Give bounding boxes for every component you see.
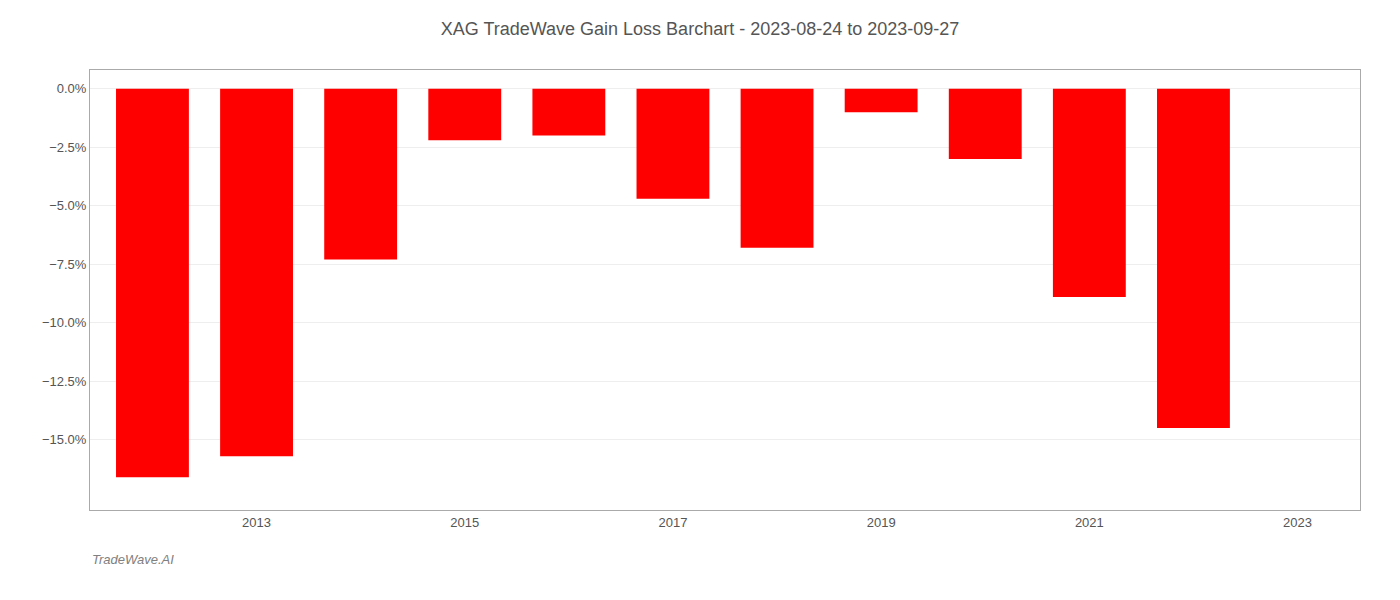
svg-text:2019: 2019 (867, 515, 896, 530)
svg-text:TradeWave.AI: TradeWave.AI (92, 552, 174, 567)
svg-text:2017: 2017 (658, 515, 687, 530)
svg-text:2013: 2013 (242, 515, 271, 530)
svg-text:−2.5%: −2.5% (49, 140, 87, 155)
svg-text:XAG TradeWave Gain Loss Barcha: XAG TradeWave Gain Loss Barchart - 2023-… (441, 19, 960, 39)
svg-text:−10.0%: −10.0% (42, 315, 87, 330)
svg-text:−12.5%: −12.5% (42, 374, 87, 389)
svg-text:2023: 2023 (1283, 515, 1312, 530)
svg-text:−5.0%: −5.0% (49, 198, 87, 213)
svg-text:−15.0%: −15.0% (42, 432, 87, 447)
svg-text:0.0%: 0.0% (57, 81, 87, 96)
svg-text:−7.5%: −7.5% (49, 257, 87, 272)
svg-text:2021: 2021 (1075, 515, 1104, 530)
svg-text:2015: 2015 (450, 515, 479, 530)
